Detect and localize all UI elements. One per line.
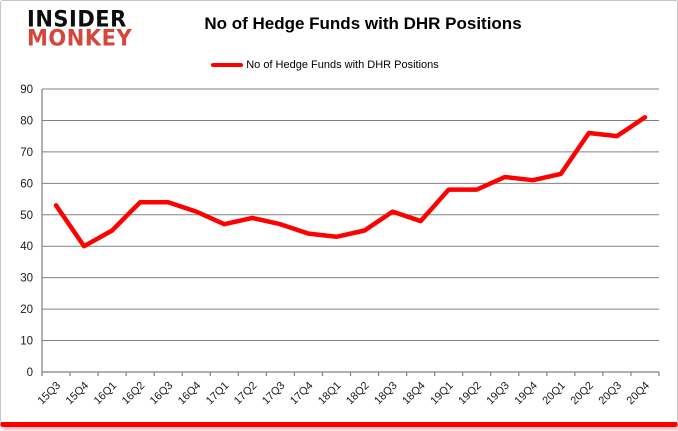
- x-axis-label: 18Q2: [344, 380, 372, 408]
- y-axis-label: 70: [20, 147, 33, 159]
- x-axis-label: 18Q3: [372, 380, 400, 408]
- x-axis-label: 20Q1: [540, 380, 568, 408]
- x-axis-label: 20Q2: [568, 380, 596, 408]
- y-axis-label: 80: [20, 115, 33, 127]
- y-axis-label: 90: [20, 84, 33, 96]
- y-axis-label: 0: [27, 367, 33, 379]
- x-axis-label: 16Q4: [176, 380, 204, 408]
- x-axis-label: 17Q2: [232, 380, 260, 408]
- x-axis-label: 16Q2: [120, 380, 148, 408]
- x-axis-label: 18Q4: [400, 380, 428, 408]
- insider-monkey-logo: INSIDER MONKEY: [27, 6, 133, 51]
- x-axis-label: 19Q3: [484, 380, 512, 408]
- x-axis-label: 18Q1: [316, 380, 344, 408]
- y-axis-label: 10: [20, 336, 33, 348]
- y-axis-label: 60: [20, 178, 33, 190]
- x-axis-label: 17Q4: [288, 380, 316, 408]
- legend: No of Hedge Funds with DHR Positions: [1, 59, 677, 71]
- x-axis-label: 16Q1: [92, 380, 120, 408]
- y-axis-label: 20: [20, 304, 33, 316]
- legend-line-marker: [211, 63, 244, 67]
- x-axis-label: 16Q3: [148, 380, 176, 408]
- x-axis-label: 20Q4: [625, 380, 653, 408]
- chart-title: No of Hedge Funds with DHR Positions: [204, 14, 522, 33]
- x-axis-label: 19Q1: [428, 380, 456, 408]
- x-axis-label: 19Q4: [512, 380, 540, 408]
- logo-text-insider: INSIDER: [27, 6, 127, 32]
- y-axis-label: 50: [20, 210, 33, 222]
- y-axis-label: 40: [20, 241, 33, 253]
- x-axis-label: 15Q3: [36, 380, 64, 408]
- data-line: [53, 115, 648, 249]
- y-axis-label: 30: [20, 273, 33, 285]
- logo-text-monkey: MONKEY: [27, 25, 133, 51]
- x-axis-label: 17Q3: [260, 380, 288, 408]
- x-axis-label: 17Q1: [204, 380, 232, 408]
- x-axis-label: 15Q4: [64, 380, 92, 408]
- x-axis-label: 20Q3: [597, 380, 625, 408]
- legend-label: No of Hedge Funds with DHR Positions: [246, 59, 439, 71]
- x-axis-label: 19Q2: [456, 380, 484, 408]
